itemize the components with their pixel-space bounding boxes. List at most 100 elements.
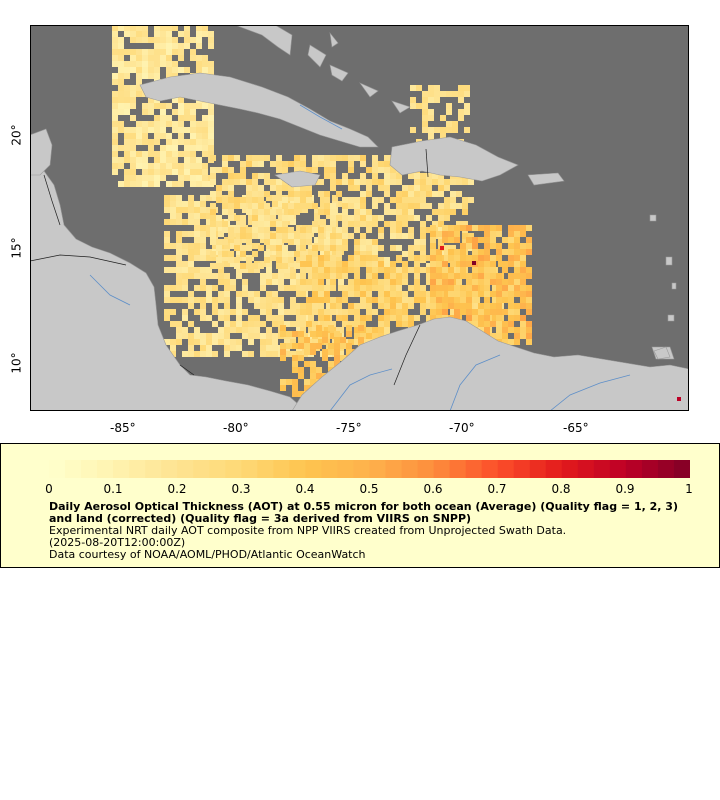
aot-cell (178, 43, 184, 49)
aot-cell (426, 291, 432, 297)
aot-cell (118, 103, 124, 109)
aot-cell (390, 297, 396, 303)
aot-cell (460, 291, 466, 297)
aot-cell (324, 273, 330, 279)
aot-cell (342, 297, 348, 303)
aot-cell (360, 321, 366, 327)
aot-cell (300, 303, 306, 309)
aot-cell (176, 321, 182, 327)
aot-cell (520, 225, 526, 231)
aot-cell (346, 349, 352, 355)
aot-cell (442, 279, 448, 285)
aot-cell (194, 267, 200, 273)
aot-cell (288, 161, 294, 167)
aot-cell (360, 197, 366, 203)
aot-cell (142, 25, 148, 31)
aot-cell (410, 103, 416, 109)
aot-cell (160, 61, 166, 67)
aot-cell (306, 191, 312, 197)
aot-cell (240, 173, 246, 179)
aot-cell (514, 291, 520, 297)
aot-cell (318, 339, 324, 345)
aot-cell (448, 303, 454, 309)
aot-cell (300, 191, 306, 197)
aot-cell (160, 121, 166, 127)
aot-cell (422, 121, 428, 127)
aot-cell (484, 279, 490, 285)
aot-cell (264, 227, 270, 233)
river-line (549, 374, 631, 411)
aot-cell (258, 155, 264, 161)
aot-cell (324, 291, 330, 297)
aot-cell (458, 85, 464, 91)
aot-cell (194, 201, 200, 207)
aot-cell (354, 255, 360, 261)
aot-cell (430, 303, 436, 309)
aot-cell (330, 209, 336, 215)
aot-cell (402, 203, 408, 209)
aot-cell (390, 167, 396, 173)
aot-cell (414, 315, 420, 321)
aot-cell (266, 315, 272, 321)
aot-cell (224, 315, 230, 321)
aot-cell (502, 285, 508, 291)
aot-cell (472, 291, 478, 297)
aot-cell (448, 297, 454, 303)
aot-cell (342, 309, 348, 315)
aot-cell (318, 315, 324, 321)
aot-cell (164, 195, 170, 201)
aot-cell (502, 339, 508, 345)
aot-cell (172, 97, 178, 103)
aot-cell (206, 213, 212, 219)
aot-cell (172, 127, 178, 133)
aot-cell (258, 245, 264, 251)
aot-cell (130, 91, 136, 97)
aot-cell (436, 285, 442, 291)
aot-cell (384, 167, 390, 173)
aot-cell (308, 249, 314, 255)
aot-cell (372, 251, 378, 257)
aot-cell (290, 273, 296, 279)
aot-cell (436, 291, 442, 297)
aot-cell (330, 267, 336, 273)
aot-cell (330, 221, 336, 227)
aot-cell (330, 261, 336, 267)
aot-cell (228, 257, 234, 263)
aot-cell (460, 303, 466, 309)
aot-cell (200, 303, 206, 309)
aot-cell (118, 97, 124, 103)
aot-cell (292, 331, 298, 337)
aot-cell (366, 297, 372, 303)
aot-cell (248, 351, 254, 357)
aot-cell (184, 169, 190, 175)
aot-cell (294, 233, 300, 239)
aot-cell (366, 227, 372, 233)
aot-cell (300, 227, 306, 233)
aot-cell (330, 309, 336, 315)
aot-cell (130, 163, 136, 169)
aot-cell (260, 333, 266, 339)
aot-cell (296, 303, 302, 309)
aot-cell (160, 25, 166, 31)
aot-cell (194, 249, 200, 255)
aot-cell (436, 261, 442, 267)
aot-cell (200, 279, 206, 285)
aot-cell (276, 239, 282, 245)
aot-cell (272, 249, 278, 255)
aot-cell (324, 161, 330, 167)
aot-cell (240, 197, 246, 203)
aot-cell (216, 257, 222, 263)
aot-cell (416, 85, 422, 91)
aot-cell (264, 209, 270, 215)
aot-cell (342, 227, 348, 233)
aot-cell (444, 215, 450, 221)
aot-cell (190, 127, 196, 133)
aot-cell (190, 151, 196, 157)
aot-cell (330, 167, 336, 173)
aot-cell (420, 255, 426, 261)
aot-cell (484, 267, 490, 273)
aot-cell (182, 243, 188, 249)
aot-cell (212, 195, 218, 201)
aot-cell (272, 279, 278, 285)
aot-cell (264, 257, 270, 263)
